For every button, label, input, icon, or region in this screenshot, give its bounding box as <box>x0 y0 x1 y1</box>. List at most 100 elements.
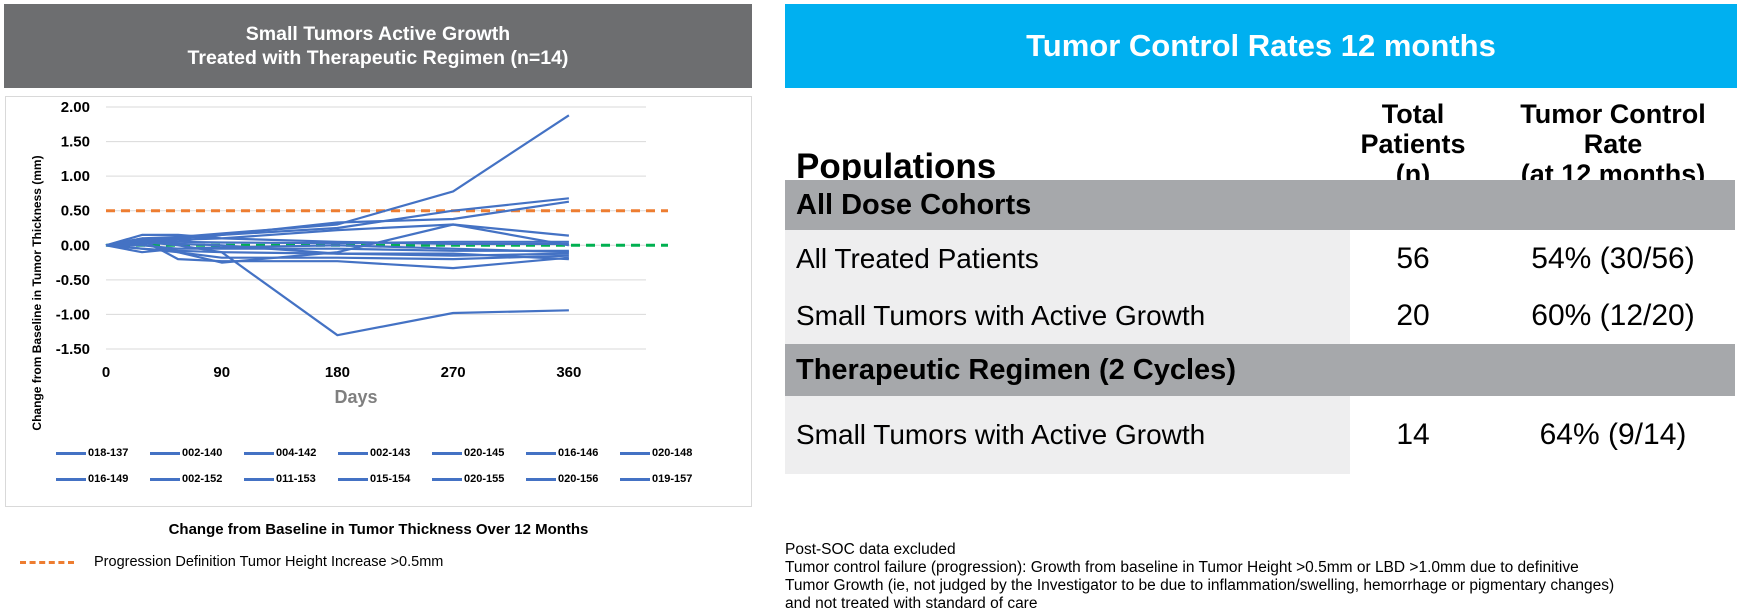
legend-swatch <box>56 451 86 455</box>
legend-swatch <box>244 451 274 455</box>
row-rate: 54% (30/56) <box>1531 241 1695 275</box>
col-total-line1: Total <box>1381 99 1445 129</box>
legend-swatch <box>620 477 650 481</box>
chart-legend: 018-137 002-140 004-142 002-143 020-145 016-1… <box>56 446 716 486</box>
legend-label: 004-142 <box>276 447 317 459</box>
progression-dash-sample <box>20 560 74 564</box>
table-row: All Treated Patients 56 54% (30/56) <box>785 230 1735 287</box>
progression-note: Progression Definition Tumor Height Incr… <box>94 554 444 570</box>
legend-label: 020-145 <box>464 447 505 459</box>
x-tick-label: 270 <box>441 364 466 381</box>
row-total: 56 <box>1396 241 1430 275</box>
y-tick-label: 1.50 <box>61 134 90 151</box>
x-tick-label: 90 <box>213 364 230 381</box>
progression-legend: Progression Definition Tumor Height Incr… <box>20 552 443 572</box>
legend-swatch <box>526 477 556 481</box>
series-line-018-137 <box>105 114 570 247</box>
y-tick-label: -1.00 <box>56 306 90 323</box>
legend-label: 020-148 <box>652 447 693 459</box>
legend-label: 019-157 <box>652 473 693 485</box>
y-tick-label: 1.00 <box>61 168 90 185</box>
row-total: 14 <box>1396 418 1430 451</box>
chart-header-line1: Small Tumors Active Growth <box>245 23 511 45</box>
legend-item: 020-148 <box>620 446 714 460</box>
table-row: Small Tumors with Active Growth 20 60% (… <box>785 287 1735 344</box>
row-total: 20 <box>1396 298 1430 332</box>
legend-label: 020-156 <box>558 473 599 485</box>
legend-item: 011-153 <box>244 472 338 486</box>
col-rate-line2: Rate <box>1583 129 1643 159</box>
footnote-1: Post-SOC data excluded <box>785 541 956 558</box>
footnote-3: Tumor Growth (ie, not judged by the Inve… <box>785 577 1615 594</box>
series-line-011-153 <box>105 242 569 261</box>
x-axis-label: Days <box>334 387 377 407</box>
legend-item: 018-137 <box>56 446 150 460</box>
chart-header: Small Tumors Active Growth Treated with … <box>4 4 752 88</box>
legend-item: 002-140 <box>150 446 244 460</box>
legend-item: 020-155 <box>432 472 526 486</box>
legend-swatch <box>338 451 368 455</box>
series-line-020-148 <box>105 233 569 247</box>
col-rate-line1: Tumor Control <box>1520 99 1706 129</box>
section-therapeutic-regimen: Therapeutic Regimen (2 Cycles) <box>785 344 1735 396</box>
legend-label: 002-152 <box>182 473 223 485</box>
legend-label: 002-143 <box>370 447 411 459</box>
legend-item: 016-146 <box>526 446 620 460</box>
y-tick-label: -1.50 <box>56 341 90 358</box>
legend-label: 015-154 <box>370 473 411 485</box>
legend-item: 019-157 <box>620 472 714 486</box>
series-line-015-154 <box>106 244 569 254</box>
legend-item: 020-156 <box>526 472 620 486</box>
legend-swatch <box>526 451 556 455</box>
x-tick-label: 180 <box>325 364 350 381</box>
tumor-control-table: Populations Total Patients (n) Tumor Con… <box>785 94 1735 522</box>
legend-item: 004-142 <box>244 446 338 460</box>
legend-item: 020-145 <box>432 446 526 460</box>
y-axis-label: Change from Baseline in Tumor Thickness … <box>30 155 44 430</box>
legend-label: 018-137 <box>88 447 129 459</box>
legend-swatch <box>620 451 650 455</box>
legend-swatch <box>150 451 180 455</box>
legend-label: 002-140 <box>182 447 223 459</box>
legend-item: 015-154 <box>338 472 432 486</box>
series-line-020-156 <box>105 238 569 270</box>
x-tick-label: 360 <box>556 364 581 381</box>
legend-item: 002-143 <box>338 446 432 460</box>
section-all-dose-cohorts: All Dose Cohorts <box>785 180 1735 230</box>
col-populations: Populations <box>796 147 997 186</box>
legend-swatch <box>150 477 180 481</box>
table-header: Tumor Control Rates 12 months <box>785 4 1737 88</box>
y-tick-label: -0.50 <box>56 272 90 289</box>
legend-swatch <box>338 477 368 481</box>
table-row: Small Tumors with Active Growth 14 64% (… <box>785 396 1735 474</box>
legend-swatch <box>244 477 274 481</box>
row-population: All Treated Patients <box>785 230 1350 287</box>
col-total-line2: Patients <box>1360 129 1466 159</box>
footnote-2: Tumor control failure (progression): Gro… <box>785 559 1579 576</box>
legend-swatch <box>432 477 462 481</box>
y-tick-label: 0.50 <box>61 203 90 220</box>
col-total-patients: Total Patients (n) <box>1350 99 1476 189</box>
chart-caption: Change from Baseline in Tumor Thickness … <box>168 521 589 538</box>
footnote-4: and not treated with standard of care <box>785 595 1038 612</box>
line-chart: 2.00 1.50 1.00 0.50 0.00 -0.50 -1.00 -1.50 0 90 18… <box>30 99 668 431</box>
y-tick-label: 0.00 <box>61 237 90 254</box>
legend-swatch <box>56 477 86 481</box>
legend-item: 016-149 <box>56 472 150 486</box>
legend-label: 011-153 <box>276 473 316 485</box>
legend-label: 016-149 <box>88 473 129 485</box>
row-population: Small Tumors with Active Growth <box>785 287 1350 344</box>
series-line-019-157 <box>105 240 569 337</box>
series-line-016-149 <box>105 244 569 254</box>
row-rate: 64% (9/14) <box>1539 418 1687 451</box>
x-tick-label: 0 <box>102 364 110 381</box>
series-line-016-146 <box>105 237 569 247</box>
legend-item: 002-152 <box>150 472 244 486</box>
legend-swatch <box>432 451 462 455</box>
y-tick-label: 2.00 <box>61 99 90 116</box>
chart-area: 2.00 1.50 1.00 0.50 0.00 -0.50 -1.00 -1.50 0 90 18… <box>5 96 752 507</box>
row-rate: 60% (12/20) <box>1531 298 1695 332</box>
footnotes: Post-SOC data excluded Tumor control fai… <box>785 541 1740 613</box>
chart-header-line2: Treated with Therapeutic Regimen (n=14) <box>187 47 569 69</box>
legend-label: 016-146 <box>558 447 599 459</box>
